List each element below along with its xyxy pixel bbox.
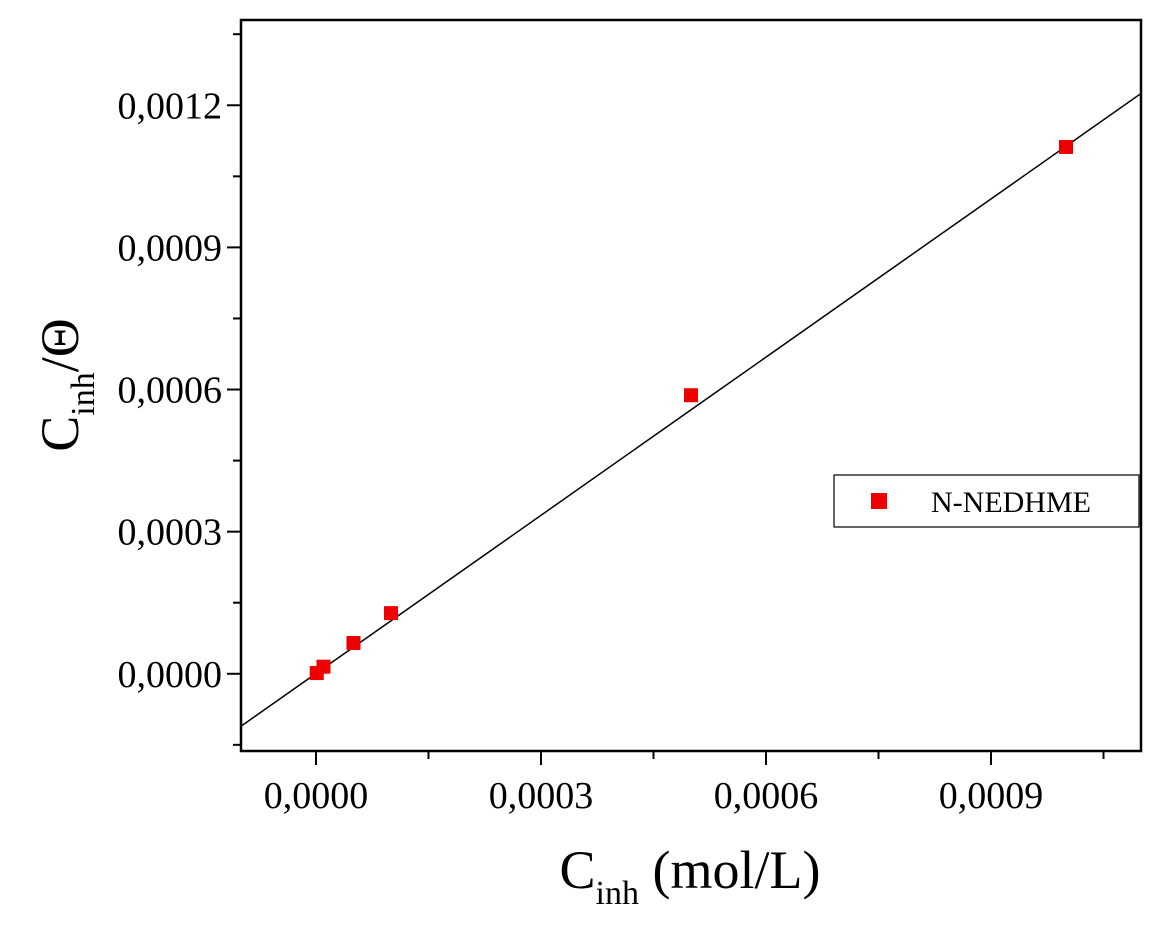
- legend-marker: [871, 493, 887, 509]
- data-point: [384, 606, 398, 621]
- y-axis-title: Cinh/Θ: [30, 318, 102, 451]
- data-point: [684, 388, 698, 403]
- legend-label: N-NEDHME: [931, 486, 1091, 519]
- x-tick-label: 0,0009: [939, 775, 1044, 817]
- y-tick-label: 0,0006: [118, 370, 223, 412]
- x-tick-label: 0,0003: [489, 775, 594, 817]
- legend: N-NEDHME: [833, 474, 1140, 528]
- y-tick-label: 0,0003: [118, 512, 223, 554]
- y-tick-label: 0,0012: [118, 85, 223, 127]
- data-point: [346, 635, 361, 650]
- y-tick-label: 0,0000: [118, 654, 223, 696]
- data-point: [316, 659, 331, 674]
- x-tick-label: 0,0006: [714, 775, 819, 817]
- data-point: [1059, 139, 1073, 154]
- y-tick-label: 0,0009: [118, 227, 223, 269]
- fit-line: [241, 92, 1141, 727]
- plot-frame: [239, 18, 1143, 753]
- x-axis-title: Cinh (mol/L): [560, 840, 821, 912]
- x-tick-label: 0,0000: [264, 775, 369, 817]
